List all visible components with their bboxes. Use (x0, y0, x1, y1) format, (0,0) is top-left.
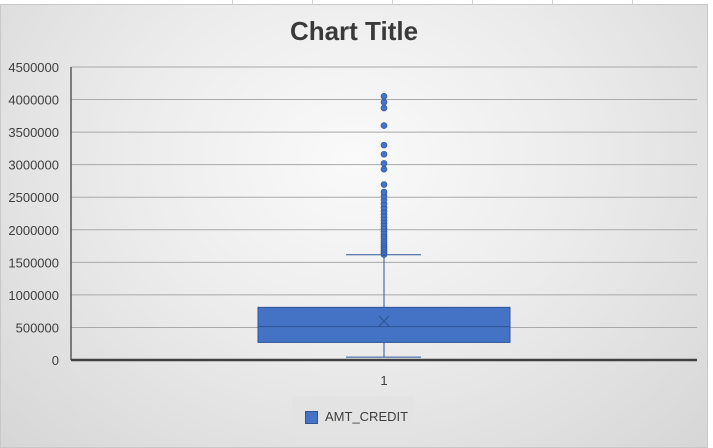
y-tick-label: 500000 (16, 320, 59, 335)
sheet-edge (708, 0, 713, 448)
y-tick-label: 3000000 (8, 158, 59, 173)
mean-marker (378, 315, 390, 327)
outlier-point (380, 104, 388, 112)
outlier-point (380, 93, 388, 100)
outlier-point (380, 98, 388, 106)
outlier-point (380, 181, 388, 188)
outlier-point (380, 122, 388, 129)
y-tick-label: 0 (52, 353, 59, 368)
y-axis-labels: 4500000 4000000 3500000 3000000 2500000 20000… (8, 60, 59, 368)
y-tick-label: 4000000 (8, 93, 59, 108)
box-q1-q3 (257, 306, 511, 343)
chart-area[interactable] (0, 4, 708, 448)
outlier-point (380, 141, 388, 149)
outlier-point (380, 165, 388, 173)
y-tick-label: 4500000 (8, 60, 59, 75)
chart-title[interactable]: Chart Title (289, 16, 419, 46)
box-and-whisker-series (257, 93, 511, 358)
y-tick-label: 2500000 (8, 190, 59, 205)
y-tick-label: 2000000 (8, 223, 59, 238)
x-axis-category-label: 1 (380, 373, 387, 388)
y-tick-label: 1500000 (8, 255, 59, 270)
outlier-point (380, 160, 388, 167)
legend-swatch (305, 411, 318, 424)
axes (70, 67, 697, 362)
y-tick-label: 1000000 (8, 288, 59, 303)
legend[interactable]: AMT_CREDIT (292, 396, 413, 437)
y-tick-label: 3500000 (8, 125, 59, 140)
outlier-point (380, 150, 388, 158)
legend-label: AMT_CREDIT (325, 409, 409, 424)
outlier-point (380, 188, 388, 196)
